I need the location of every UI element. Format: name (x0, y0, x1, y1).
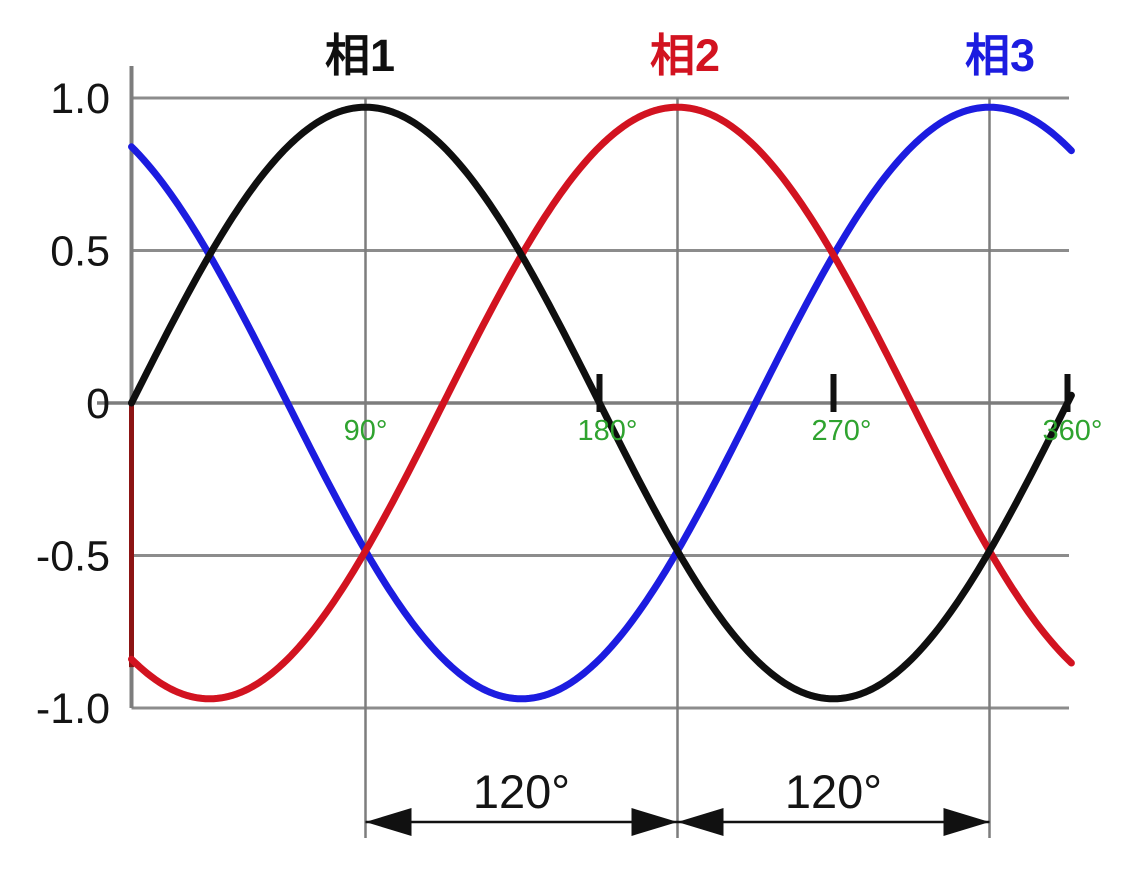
x-tick-label: 180° (578, 415, 638, 447)
series-label: 相2 (650, 30, 720, 81)
y-tick-label: -0.5 (36, 533, 110, 581)
y-tick-label: 0.5 (50, 228, 110, 276)
chart-labels: 1.0 0.5 0 -0.5 -1.0 90° 180° 270° 360° 相… (36, 30, 1103, 818)
series-label: 相3 (965, 30, 1035, 81)
y-tick-label: 0 (86, 380, 110, 428)
grid-and-axes (97, 66, 1071, 838)
y-tick-label: -1.0 (36, 685, 110, 733)
y-tick-label: 1.0 (50, 75, 110, 123)
phase-curves (128, 103, 1075, 703)
dimension-label: 120° (785, 765, 882, 818)
phase-shift-dimension (365, 808, 990, 836)
series-label: 相1 (325, 30, 395, 81)
x-tick-label: 270° (812, 415, 872, 447)
dimension-label: 120° (473, 765, 570, 818)
x-tick-label: 90° (344, 415, 388, 447)
x-tick-label: 360° (1043, 415, 1103, 447)
